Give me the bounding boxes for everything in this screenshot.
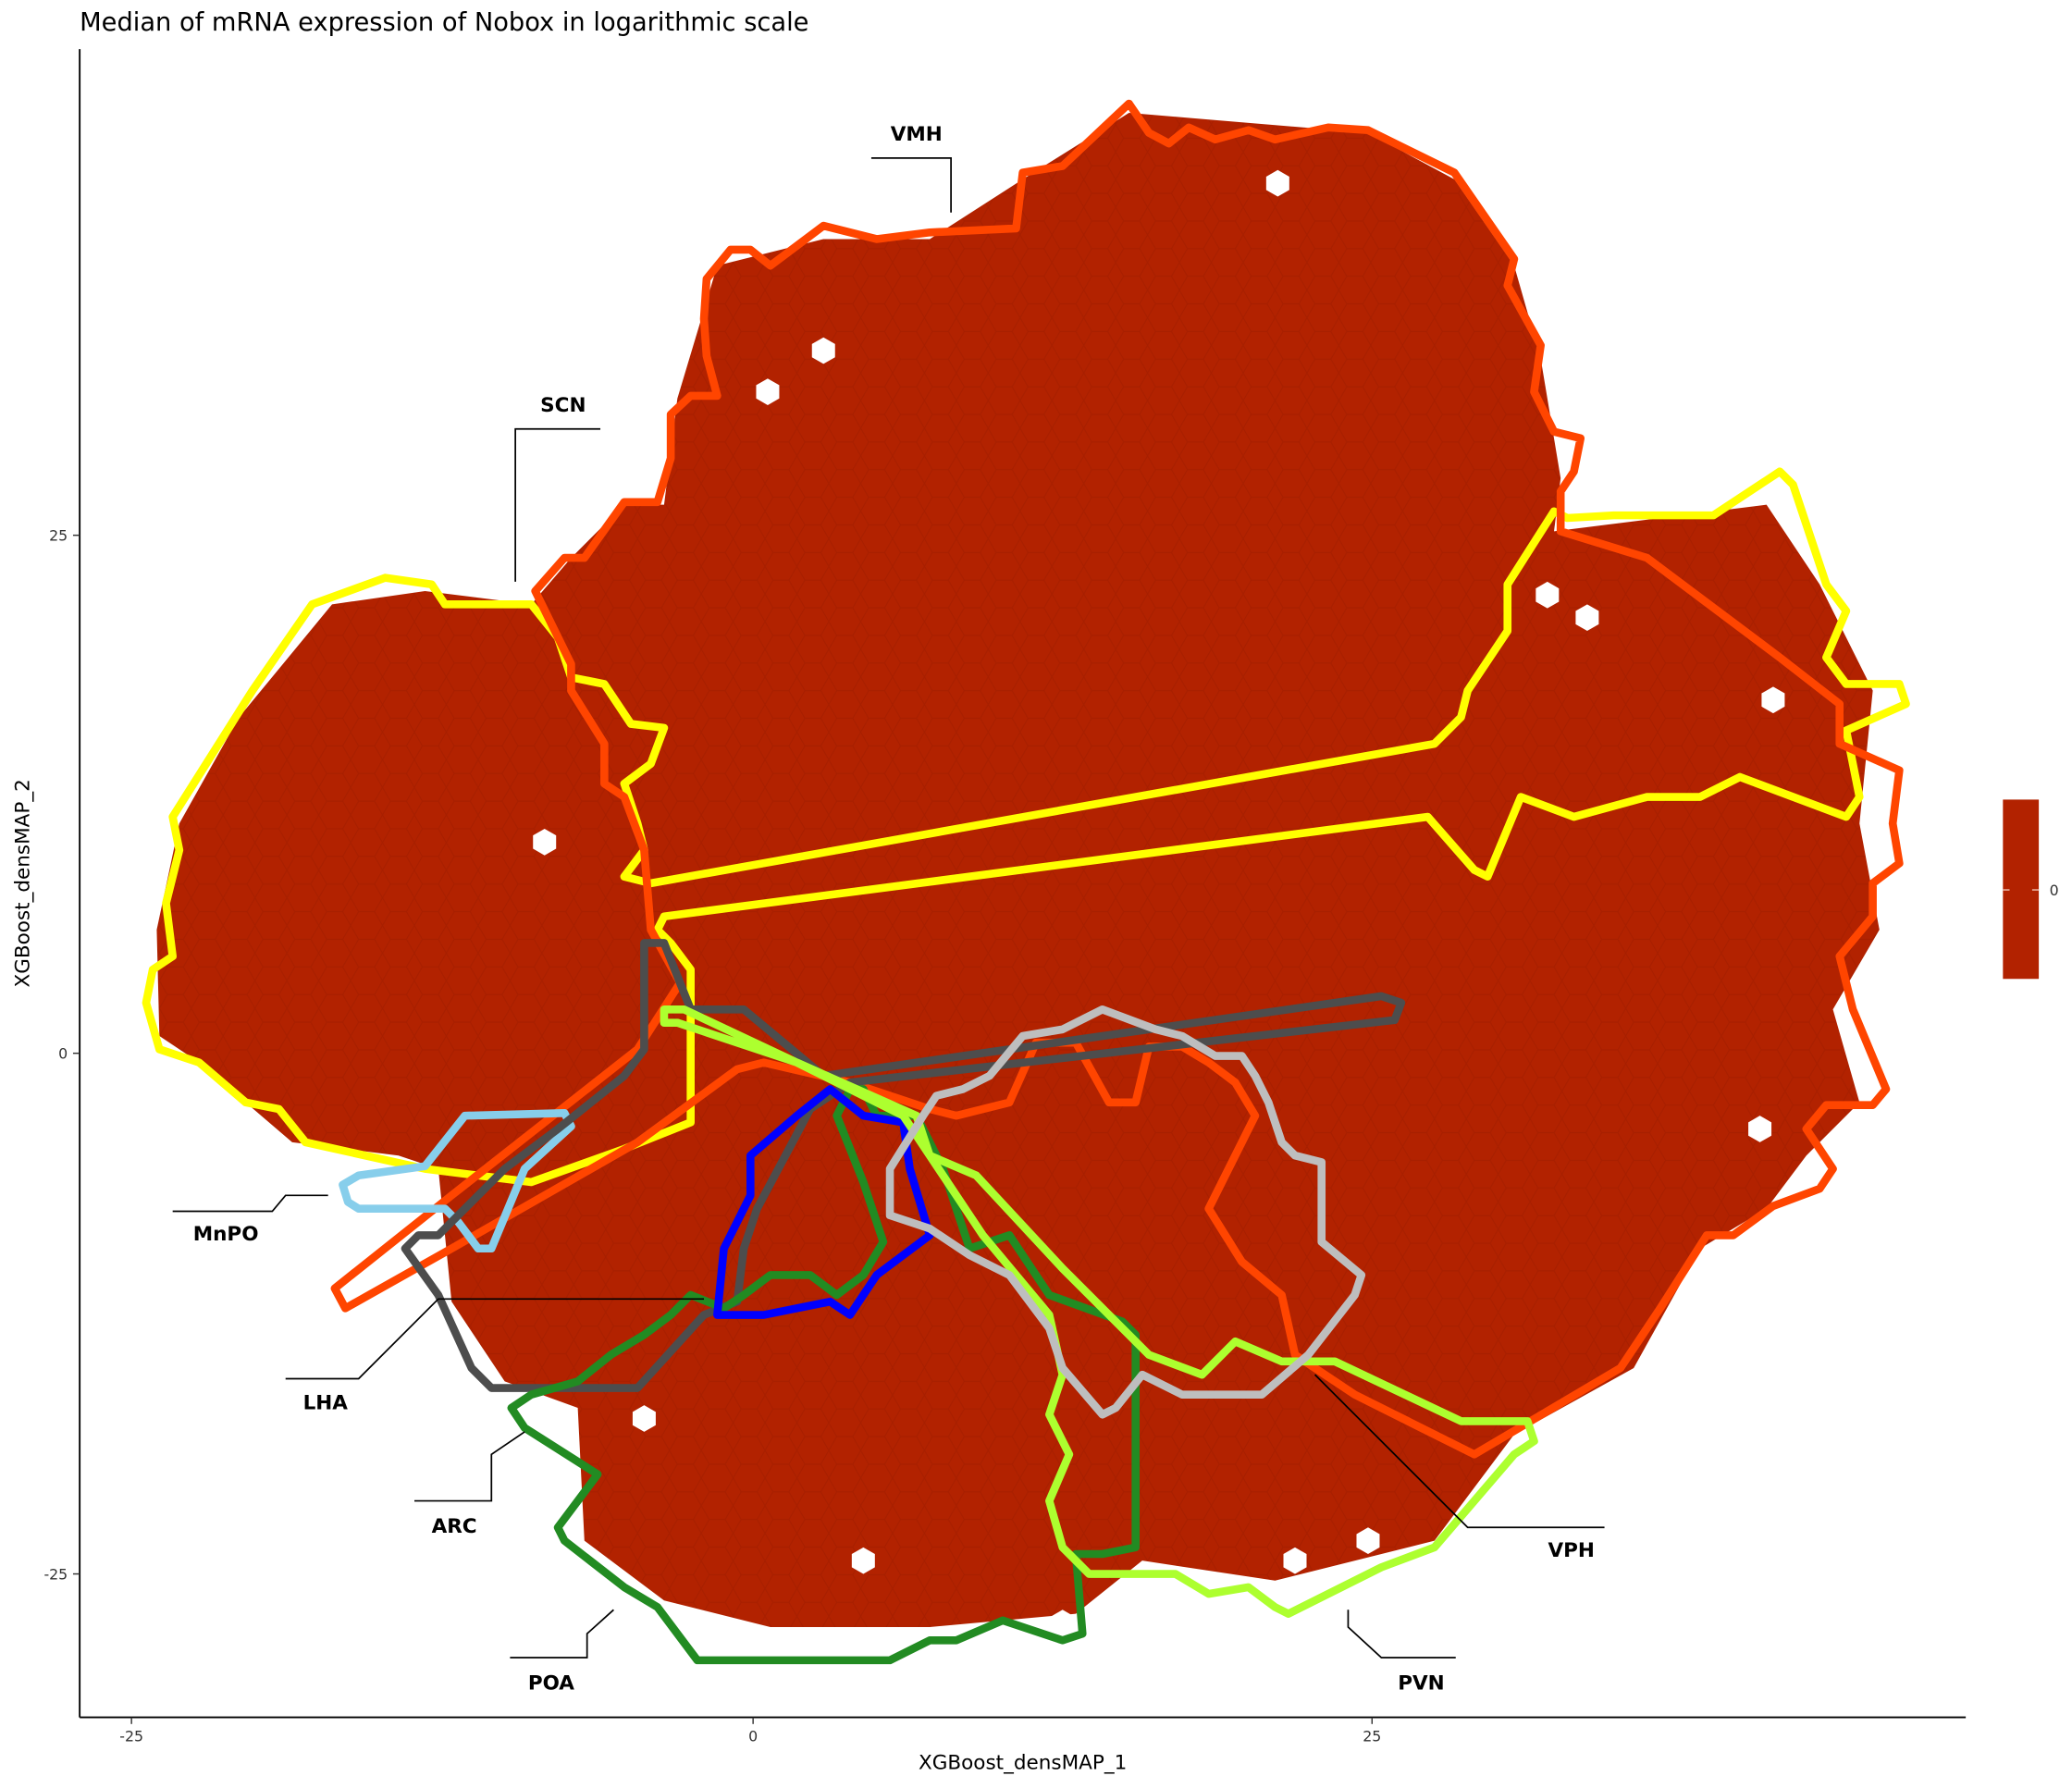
x-tick-2: 25 xyxy=(1363,1717,1381,1745)
region-label-text: MnPO xyxy=(193,1223,259,1246)
y-tick-1: 0 xyxy=(58,1044,80,1062)
leader-line xyxy=(870,157,952,213)
region-label-text: POA xyxy=(528,1671,574,1695)
x-tick-1: 0 xyxy=(748,1717,758,1745)
region-label-poa: POA xyxy=(510,1609,614,1695)
empty-bin xyxy=(851,1547,875,1574)
region-label-pvn: PVN xyxy=(1347,1610,1456,1695)
contour-mnpo xyxy=(339,1108,575,1253)
region-label-text: ARC xyxy=(432,1515,477,1538)
empty-bin xyxy=(1356,1527,1380,1555)
chart-title: Median of mRNA expression of Nobox in lo… xyxy=(80,8,808,37)
empty-bin xyxy=(811,337,835,364)
region-label-scn: SCN xyxy=(514,394,601,582)
region-label-text: LHA xyxy=(303,1391,349,1414)
region-label-text: SCN xyxy=(540,394,586,417)
empty-bin xyxy=(632,1405,656,1432)
y-tick-label: 0 xyxy=(58,1044,68,1062)
empty-bin xyxy=(533,829,557,856)
leader-line xyxy=(1314,1374,1605,1529)
empty-bin xyxy=(1536,581,1560,609)
y-tick-label: 25 xyxy=(49,526,68,544)
region-label-lha: LHA xyxy=(285,1298,705,1414)
region-label-vph: VPH xyxy=(1314,1374,1605,1562)
empty-bin xyxy=(1051,1610,1075,1637)
region-label-text: PVN xyxy=(1398,1671,1444,1695)
empty-bin xyxy=(756,378,780,405)
x-tick-label: 25 xyxy=(1363,1727,1381,1745)
empty-bin xyxy=(1283,1547,1307,1574)
y-tick-0: 25 xyxy=(49,526,80,544)
y-tick-2: -25 xyxy=(43,1565,80,1583)
empty-bin xyxy=(1265,169,1289,197)
region-label-arc: ARC xyxy=(414,1431,525,1538)
leader-line xyxy=(514,427,601,582)
leader-line xyxy=(1347,1610,1456,1659)
region-label-text: VPH xyxy=(1548,1539,1594,1562)
y-axis-title: XGBoost_densMAP_2 xyxy=(12,779,35,987)
leader-line xyxy=(285,1298,705,1380)
colorbar-tick-label: 0 xyxy=(2050,882,2059,899)
x-axis-title: XGBoost_densMAP_1 xyxy=(919,1752,1127,1775)
empty-bin xyxy=(1748,1116,1772,1142)
empty-bin xyxy=(366,1178,390,1205)
region-label-text: VMH xyxy=(891,123,943,146)
empty-bin xyxy=(1575,604,1599,632)
x-tick-label: 0 xyxy=(748,1727,758,1745)
region-label-mnpo: MnPO xyxy=(172,1194,328,1246)
leader-line xyxy=(414,1431,525,1502)
contour-vmh xyxy=(330,99,1904,1459)
empty-bins xyxy=(366,169,1785,1656)
contour-lha xyxy=(401,939,1406,1392)
empty-bin xyxy=(689,1628,713,1656)
contour-scn xyxy=(142,467,1910,1187)
region-label-vmh: VMH xyxy=(870,123,952,213)
x-tick-label: -25 xyxy=(119,1727,143,1745)
x-tick-0: -25 xyxy=(119,1717,143,1745)
contour-poa xyxy=(507,1085,1141,1665)
leader-line xyxy=(510,1609,614,1659)
contour-vph xyxy=(885,1005,1366,1419)
leader-line xyxy=(172,1194,328,1213)
empty-bin xyxy=(1761,686,1785,714)
y-tick-label: -25 xyxy=(43,1565,68,1583)
